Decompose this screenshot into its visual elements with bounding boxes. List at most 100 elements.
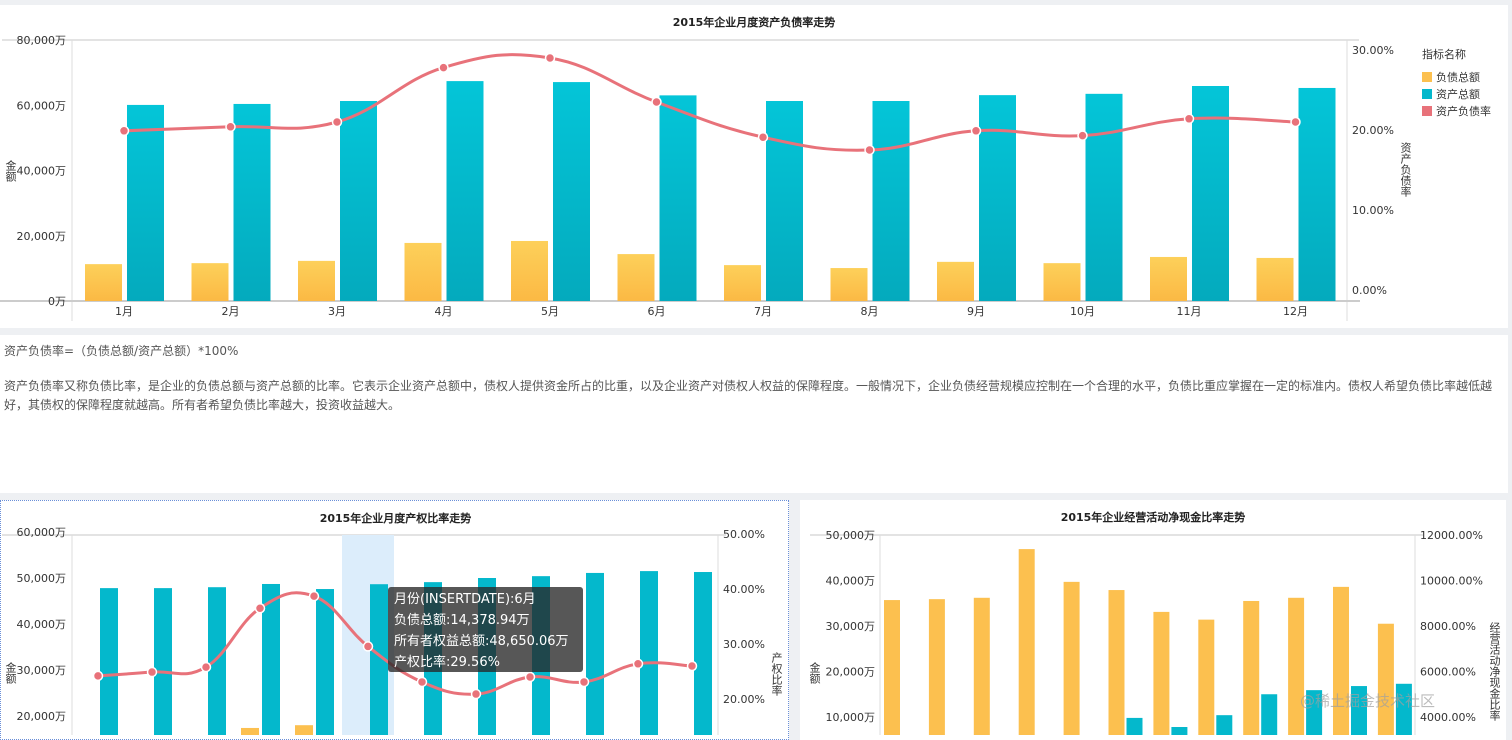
y2-tick-label: 8000.00% [1420,620,1476,633]
bar-series-0-11月[interactable] [1333,586,1349,735]
bar-负债总额-9月[interactable] [937,261,974,301]
legend-label: 负债总额 [1436,70,1480,84]
line-资产负债率 [123,53,1296,152]
x-tick-label: 11月 [1177,305,1202,318]
bar-负债总额-4月[interactable] [404,242,442,301]
point-产权比率-2月[interactable] [146,666,158,678]
bar-负债总额-7月[interactable] [724,265,761,301]
point-资产负债率-8月[interactable] [864,144,875,156]
chart-title: 2015年企业经营活动净现金比率走势 [1060,511,1246,524]
bar-series-0-5月[interactable] [1063,581,1080,735]
point-产权比率-6月[interactable] [362,641,374,652]
y-tick-label: 40,000万 [17,618,67,631]
legend: 指标名称 负债总额 资产总额 资产负债率 [1422,46,1491,119]
bar-负债总额-5月[interactable] [511,240,548,301]
bar-负债总额-10月[interactable] [1043,263,1081,301]
point-资产负债率-9月[interactable] [970,125,982,137]
legend-item-debt[interactable]: 负债总额 [1422,68,1491,85]
point-资产负债率-3月[interactable] [331,116,343,128]
bar-资产总额-1月[interactable] [127,104,164,301]
bar-负债总额-6月[interactable] [617,254,655,301]
bar-series-1-12月[interactable] [1395,683,1412,735]
bar-负债总额-5月[interactable] [295,725,313,735]
bar-series-0-2月[interactable] [928,599,945,735]
bar-负债总额-11月[interactable] [1150,256,1187,301]
bar-所有者权益总额-4月[interactable] [262,583,280,735]
notes-panel: 资产负债率=（负债总额/资产总额）*100% 资产负债率又称负债比率，是企业的负… [0,335,1508,493]
bar-series-1-7月[interactable] [1171,727,1188,735]
point-产权比率-5月[interactable] [308,590,320,602]
bar-series-0-12月[interactable] [1377,623,1394,735]
point-资产负债率-12月[interactable] [1290,116,1301,128]
bar-资产总额-5月[interactable] [553,82,590,302]
bar-series-0-3月[interactable] [973,597,990,735]
bar-series-1-9月[interactable] [1261,694,1278,735]
point-产权比率-10月[interactable] [578,676,590,688]
bar-负债总额-1月[interactable] [85,264,122,301]
bar-负债总额-2月[interactable] [191,263,229,301]
x-tick-label: 6月 [648,305,666,318]
y-tick-label: 20,000万 [17,710,67,723]
tooltip-line: 产权比率:29.56% [394,655,500,670]
legend-item-ratio[interactable]: 资产负债率 [1422,102,1491,119]
point-资产负债率-6月[interactable] [651,96,662,108]
x-tick-label: 10月 [1070,305,1095,318]
bar-series-0-10月[interactable] [1288,597,1305,735]
point-产权比率-11月[interactable] [632,658,644,670]
bar-资产总额-12月[interactable] [1298,87,1336,302]
bar-series-0-4月[interactable] [1018,549,1035,735]
bar-所有者权益总额-3月[interactable] [208,587,226,735]
bar-series-0-9月[interactable] [1243,600,1260,735]
point-资产负债率-2月[interactable] [225,121,236,133]
y2-tick-label: 10000.00% [1420,575,1483,588]
point-资产负债率-4月[interactable] [438,62,449,73]
bar-负债总额-3月[interactable] [298,260,335,301]
bar-series-0-1月[interactable] [884,600,900,735]
bar-资产总额-10月[interactable] [1085,93,1123,301]
bar-负债总额-4月[interactable] [241,727,259,735]
bar-资产总额-3月[interactable] [340,101,377,301]
watermark: @稀土掘金技术社区 [1300,692,1436,710]
bar-资产总额-8月[interactable] [872,101,910,301]
point-资产负债率-10月[interactable] [1077,130,1088,141]
bar-series-1-8月[interactable] [1216,715,1233,735]
bar-所有者权益总额-6月[interactable] [370,584,388,735]
bar-资产总额-9月[interactable] [979,95,1016,301]
bar-负债总额-8月[interactable] [830,268,868,301]
bar-series-1-11月[interactable] [1351,686,1367,735]
bar-series-1-10月[interactable] [1306,690,1323,735]
bar-series-0-6月[interactable] [1108,590,1125,735]
bar-负债总额-12月[interactable] [1256,257,1294,301]
bar-资产总额-4月[interactable] [446,81,484,301]
tooltip: 月份(INSERTDATE):6月 负债总额:14,378.94万 所有者权益总… [388,587,583,672]
bar-所有者权益总额-11月[interactable] [640,571,658,735]
bar-series-1-6月[interactable] [1126,717,1143,735]
point-产权比率-9月[interactable] [524,671,536,683]
bar-所有者权益总额-2月[interactable] [154,588,172,735]
bar-series-0-7月[interactable] [1153,611,1170,735]
point-资产负债率-7月[interactable] [757,131,769,143]
legend-item-asset[interactable]: 资产总额 [1422,85,1491,102]
bar-所有者权益总额-12月[interactable] [694,572,712,735]
bar-所有者权益总额-5月[interactable] [316,589,334,735]
point-产权比率-7月[interactable] [416,676,428,688]
point-资产负债率-11月[interactable] [1183,113,1195,125]
bar-所有者权益总额-10月[interactable] [586,572,604,735]
point-资产负债率-1月[interactable] [118,125,130,137]
bar-所有者权益总额-1月[interactable] [100,588,118,735]
bar-资产总额-2月[interactable] [233,103,271,301]
point-资产负债率-5月[interactable] [544,52,556,64]
bar-资产总额-11月[interactable] [1192,86,1229,301]
bar-资产总额-6月[interactable] [659,95,697,301]
point-产权比率-4月[interactable] [254,603,266,614]
description-text: 资产负债率又称负债比率，是企业的负债总额与资产总额的比率。它表示企业资产总额中，… [4,379,1493,412]
point-产权比率-1月[interactable] [92,670,104,682]
x-tick-label: 9月 [967,305,985,318]
tooltip-line: 所有者权益总额:48,650.06万 [394,634,569,649]
point-产权比率-3月[interactable] [200,661,212,673]
point-产权比率-8月[interactable] [470,688,482,700]
bar-资产总额-7月[interactable] [766,101,803,301]
point-产权比率-12月[interactable] [686,660,698,672]
bar-series-0-8月[interactable] [1198,619,1215,735]
